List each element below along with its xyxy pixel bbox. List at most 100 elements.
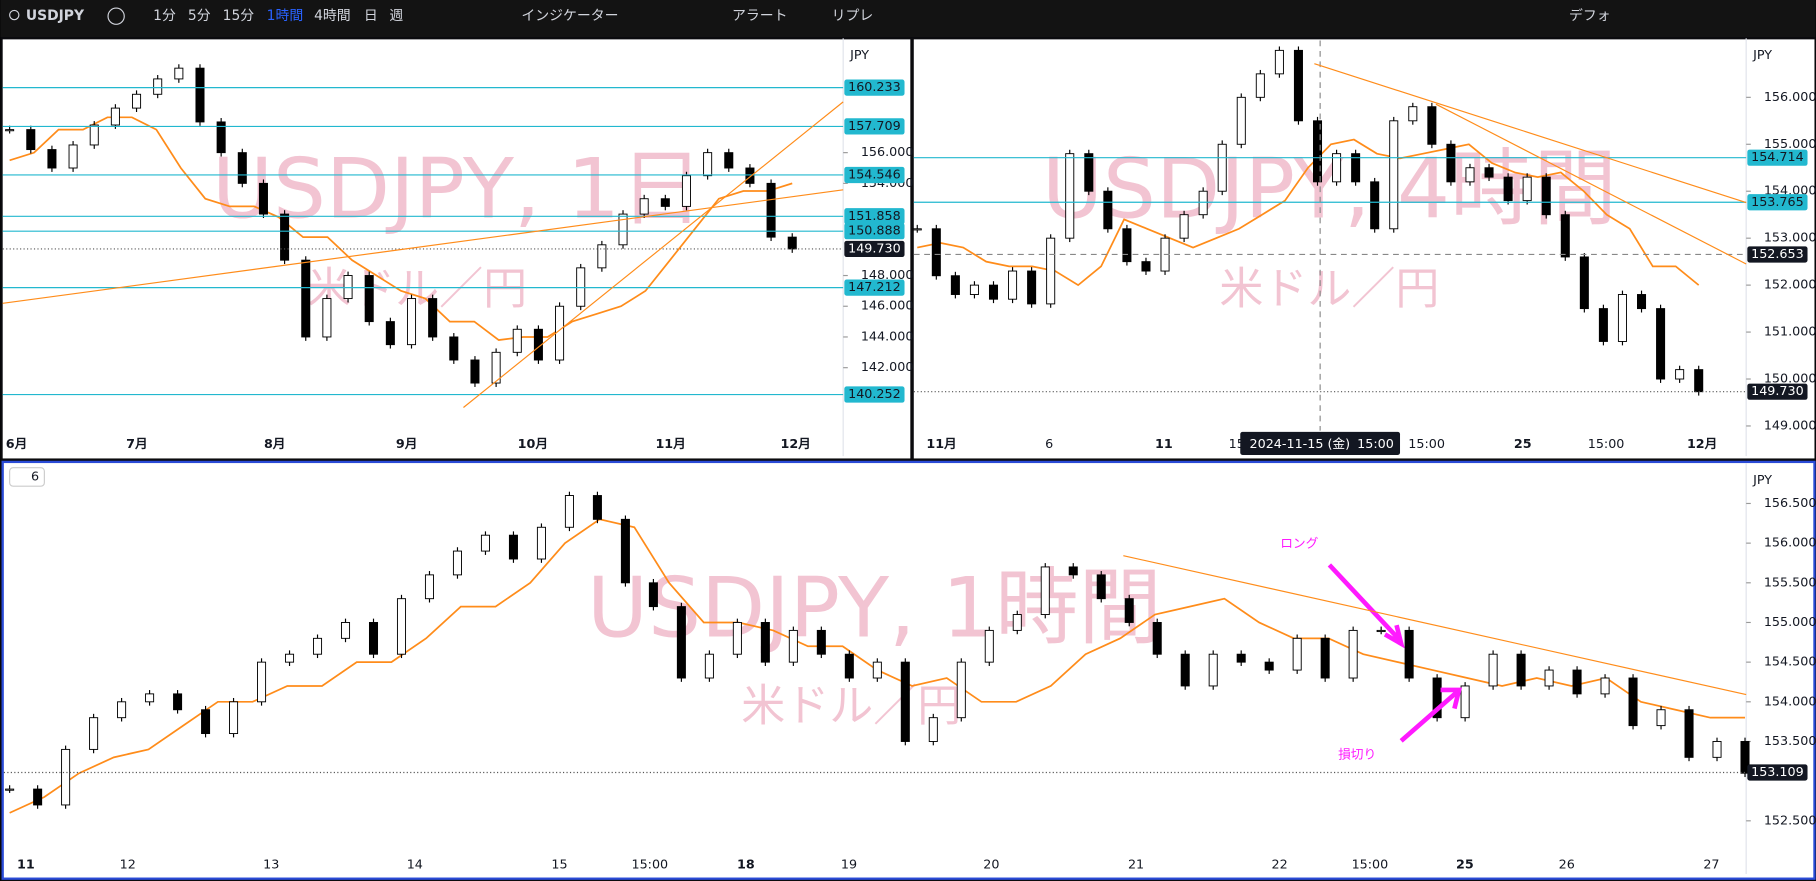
y-tick-label: 154.000 — [1764, 694, 1816, 709]
candle-body — [1446, 143, 1456, 183]
x-tick-label: 12月 — [1687, 437, 1717, 452]
crosshair-time: 15:00 — [1357, 437, 1394, 452]
x-tick-label: 9月 — [396, 437, 418, 452]
candle-body — [385, 321, 395, 346]
candle-body — [508, 534, 518, 560]
candle-body — [1432, 677, 1442, 719]
layout-name[interactable]: デフォ — [1569, 7, 1611, 24]
interval[interactable]: 5分 — [188, 8, 211, 24]
y-tick-label: 152.500 — [1764, 813, 1816, 828]
candle-body — [1236, 653, 1246, 663]
candle-body — [512, 328, 522, 353]
candle-body — [1628, 677, 1638, 727]
interval[interactable]: 15分 — [223, 8, 255, 24]
y-tick-label: 156.000 — [1764, 536, 1816, 551]
x-tick-label: 25 — [1514, 437, 1532, 452]
candle-body — [912, 228, 922, 231]
price-label-bg — [844, 166, 905, 184]
x-tick-label: 15:00 — [1588, 437, 1625, 452]
price-label-bg — [844, 79, 905, 96]
y-tick-label: 146.000 — [861, 299, 914, 314]
candle-body — [61, 748, 71, 806]
candle-body — [1740, 741, 1750, 774]
candle-body — [1516, 653, 1526, 687]
price-label-bg — [1747, 246, 1808, 263]
currency[interactable]: JPY — [849, 48, 869, 63]
x-tick-label: 20 — [983, 857, 999, 872]
replay[interactable]: リプレ — [832, 8, 874, 24]
watermark-subtitle: 米ドル／円 — [1219, 264, 1439, 315]
search-icon[interactable] — [9, 9, 20, 21]
candle-body — [285, 653, 295, 663]
candle-body — [1274, 49, 1284, 75]
candle-body — [1694, 369, 1704, 393]
candle-body — [68, 144, 78, 169]
y-tick-label: 156.000 — [1764, 90, 1816, 105]
candle-body — [1040, 566, 1050, 616]
candle-body — [660, 198, 670, 207]
candle-body — [110, 107, 120, 126]
annotation: ロング — [1280, 537, 1318, 552]
candle-body — [1389, 120, 1399, 230]
currency[interactable]: JPY — [1752, 48, 1772, 63]
price-label: 157.709 — [848, 119, 901, 134]
candle-body — [1598, 308, 1608, 342]
alert[interactable]: アラート — [732, 8, 788, 24]
price-label: 160.233 — [848, 80, 901, 95]
candle-body — [1503, 176, 1513, 202]
candle-body — [257, 661, 267, 703]
candle-body — [1637, 294, 1647, 310]
candle-body — [1579, 256, 1589, 310]
candle-body — [1012, 614, 1022, 631]
candle-body — [704, 653, 714, 679]
candle-body — [928, 717, 938, 742]
trend-line — [1435, 103, 1747, 265]
interval[interactable]: 4時間 — [314, 8, 351, 24]
price-label-bg — [1747, 764, 1808, 781]
crosshair-date: 2024-11-15 (金) — [1250, 436, 1351, 452]
currency[interactable]: JPY — [1752, 473, 1772, 488]
price-label: 140.252 — [848, 387, 901, 402]
candle-body — [1084, 153, 1094, 192]
candle-body — [1152, 622, 1162, 655]
indicators[interactable]: インジケーター — [521, 8, 618, 24]
interval-badge: 6 — [31, 469, 39, 484]
candle-body — [237, 152, 247, 184]
candle-body — [1484, 167, 1494, 178]
candle-body — [174, 67, 184, 80]
candle-body — [1522, 176, 1532, 202]
candle-body — [620, 518, 630, 584]
candle-body — [132, 93, 142, 109]
trend-line — [1123, 555, 1747, 696]
x-tick-label: 6 — [1045, 437, 1053, 452]
arrow — [1399, 687, 1463, 743]
interval[interactable]: 1時間 — [267, 8, 304, 24]
price-label: 153.765 — [1751, 195, 1804, 210]
candle-body — [988, 284, 999, 300]
add-icon[interactable] — [107, 7, 125, 25]
candle-body — [301, 259, 311, 338]
candle-body — [1312, 120, 1323, 183]
y-tick-label: 155.000 — [1764, 137, 1816, 152]
candle-body — [89, 717, 99, 750]
candle-body — [760, 622, 770, 663]
candle-body — [424, 574, 434, 600]
x-tick-label: 13 — [263, 857, 279, 872]
watermark-title: USDJPY, 4時間 — [1042, 140, 1617, 237]
candle-body — [26, 129, 36, 151]
price-label: 153.109 — [1751, 765, 1804, 780]
candle-body — [313, 637, 323, 655]
candle-body — [787, 236, 797, 250]
interval[interactable]: 週 — [389, 8, 403, 24]
symbol[interactable]: USDJPY — [26, 8, 85, 24]
panel-bg — [2, 39, 911, 459]
interval[interactable]: 日 — [364, 8, 378, 24]
trend-line — [463, 101, 844, 408]
interval[interactable]: 1分 — [153, 8, 176, 24]
x-tick-label: 25 — [1456, 857, 1474, 872]
y-tick-label: 144.000 — [861, 329, 914, 344]
candle-body — [676, 606, 686, 679]
candle-body — [1292, 637, 1302, 671]
y-tick-label: 155.500 — [1764, 575, 1816, 590]
candle-body — [1544, 669, 1554, 687]
